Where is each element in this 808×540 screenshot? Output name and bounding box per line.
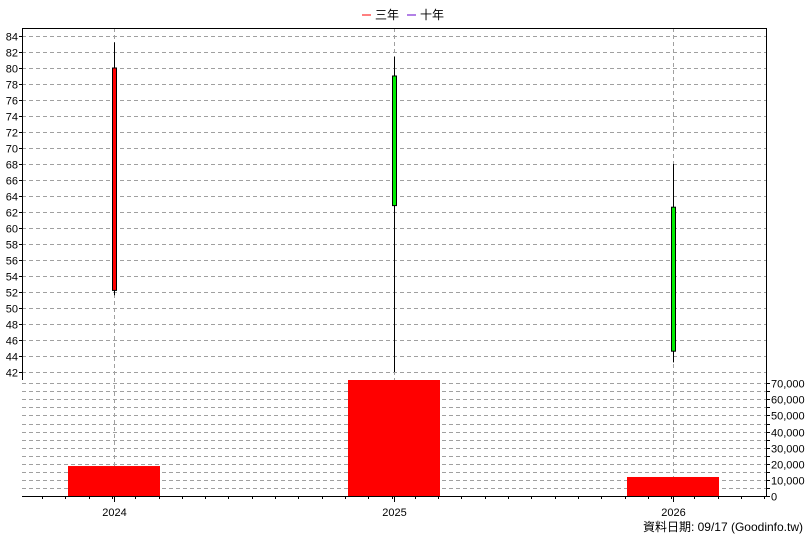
x-tick-label: 2025	[382, 507, 406, 519]
price-candles	[112, 42, 676, 372]
candle-body	[392, 75, 397, 207]
legend: 三年 十年	[362, 8, 444, 22]
price-tick-label: 78	[6, 80, 18, 92]
price-tick-label: 64	[6, 192, 18, 204]
price-tick-label: 70	[6, 144, 18, 156]
volume-axis-ticks: 0 10,000 20,000 30,000 40,000 50,000 60,000 70,…	[766, 379, 805, 504]
volume-tick-label: 10,000	[771, 476, 805, 488]
price-tick-label: 54	[6, 272, 18, 284]
price-tick-label: 66	[6, 176, 18, 188]
volume-bar	[627, 476, 719, 496]
candle-body	[671, 206, 676, 352]
price-tick-label: 52	[6, 288, 18, 300]
price-tick-label: 76	[6, 96, 18, 108]
price-tick-label: 58	[6, 240, 18, 252]
candle-body	[112, 67, 117, 291]
price-tick-label: 46	[6, 336, 18, 348]
price-tick-label: 56	[6, 256, 18, 268]
legend-label-three-year: 三年	[375, 8, 399, 22]
volume-bar	[68, 466, 160, 496]
volume-tick-label: 20,000	[771, 460, 805, 472]
x-tick-label: 2026	[661, 507, 685, 519]
volume-tick-label: 30,000	[771, 444, 805, 456]
legend-label-ten-year: 十年	[420, 8, 444, 22]
price-tick-label: 80	[6, 64, 18, 76]
price-tick-label: 84	[6, 32, 18, 44]
price-tick-label: 74	[6, 112, 18, 124]
price-tick-label: 60	[6, 224, 18, 236]
price-tick-label: 42	[6, 368, 18, 380]
price-tick-label: 82	[6, 48, 18, 60]
price-tick-label: 68	[6, 160, 18, 172]
x-axis-ticks: 2024 2025 2026	[42, 496, 765, 519]
volume-tick-label: 50,000	[771, 411, 805, 423]
volume-tick-label: 60,000	[771, 395, 805, 407]
price-tick-label: 50	[6, 304, 18, 316]
volume-tick-label: 70,000	[771, 379, 805, 391]
price-tick-label: 62	[6, 208, 18, 220]
volume-tick-label: 0	[771, 492, 777, 504]
price-tick-label: 48	[6, 320, 18, 332]
volume-bars	[68, 380, 719, 496]
volume-bar	[348, 380, 440, 496]
volume-tick-label: 40,000	[771, 428, 805, 440]
price-axis-ticks: 42 44 46 48 50 52 54 56 58 60 62 64 66 68 70 72 74 76 78 80…	[6, 32, 22, 380]
data-date-footer: 資料日期: 09/17 (Goodinfo.tw)	[643, 520, 803, 534]
price-tick-label: 44	[6, 352, 18, 364]
price-tick-label: 72	[6, 128, 18, 140]
x-tick-label: 2024	[102, 507, 126, 519]
